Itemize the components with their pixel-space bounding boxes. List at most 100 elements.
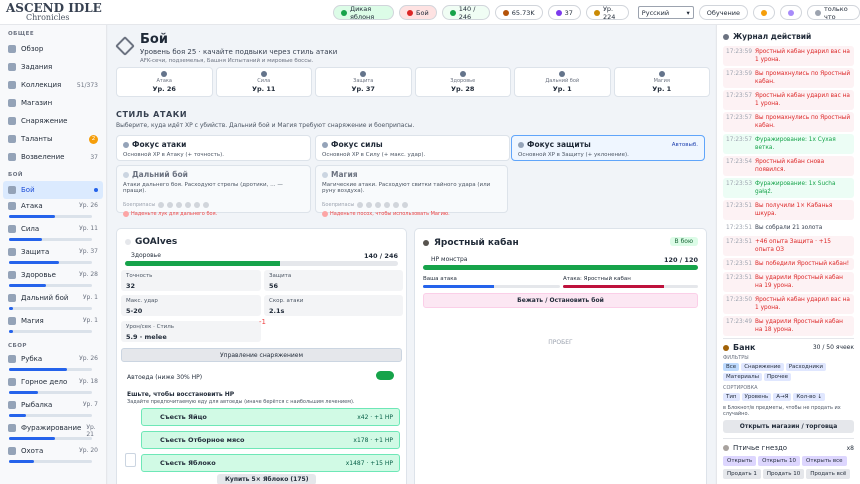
item-action[interactable]: Открыть <box>723 456 757 466</box>
nav-label: Защита <box>21 248 50 256</box>
stat-card[interactable]: Дальний бой Ур. 1 <box>514 67 611 97</box>
item-action[interactable]: Продать 1 <box>723 469 761 479</box>
nav-icon <box>8 447 16 455</box>
bank-slots: 30 / 50 ячеек <box>812 344 854 351</box>
nav-icon <box>8 117 16 125</box>
sidebar: ОБЩЕЕ Обзор Задания Коллекция 51/373 Магазин С… <box>0 25 107 484</box>
nav-item[interactable]: Коллекция 51/373 <box>0 76 106 94</box>
stat-value: 32 <box>126 282 136 290</box>
item-action[interactable]: Продать всё <box>806 469 851 479</box>
nav-item[interactable]: Охота Ур. 20 <box>0 444 106 467</box>
filter-chip[interactable]: Материалы <box>723 373 762 381</box>
main-content: Бой Уровень боя 25 · качайте подвыки чере… <box>108 25 715 484</box>
nav-item[interactable]: Сила Ур. 11 <box>0 222 106 245</box>
sort-chip[interactable]: Кол-во ↓ <box>793 393 826 401</box>
nav-item[interactable]: Возвеление 37 <box>0 148 106 166</box>
nav-item[interactable]: Здоровье Ур. 28 <box>0 268 106 291</box>
nav-item[interactable]: Фуражирование Ур. 21 <box>0 421 106 444</box>
item-action[interactable]: Открыть все <box>802 456 847 466</box>
stat-cell: Скор. атаки 2.1s <box>264 295 403 316</box>
stat-card[interactable]: Сила Ур. 11 <box>215 67 312 97</box>
filter-chip[interactable]: Прочее <box>764 373 792 381</box>
status-pill[interactable]: 65.73K <box>494 5 543 20</box>
sort-chip[interactable]: А→Я <box>773 393 792 401</box>
flee-button[interactable]: Бежать / Остановить бой <box>423 293 698 308</box>
nav-item[interactable]: Бой <box>3 181 103 199</box>
style-desc: Основной XP в Атаку (+ точность). <box>123 152 224 158</box>
item-action[interactable]: Продать 10 <box>762 469 805 479</box>
icon <box>123 211 129 217</box>
style-card[interactable]: Фокус силы Основной XP в Силу (+ макс. уд… <box>315 135 510 161</box>
icon-button[interactable] <box>753 5 776 20</box>
style-card[interactable]: Дальний бой Атаки дальнего боя. Расходуют… <box>116 165 311 217</box>
progress-track <box>9 307 92 310</box>
nav-icon <box>8 355 16 363</box>
log-entry: 17:23:57 Фуражирование: 1x Сухая ветка. <box>723 134 854 154</box>
filter-chip[interactable]: Все <box>723 363 740 371</box>
nav-icon <box>8 45 16 53</box>
status-pill[interactable]: Дикая яблоня <box>333 5 395 21</box>
style-card[interactable]: Фокус защиты Автовыб. Основной XP в Защиту… <box>511 135 705 161</box>
status-pill[interactable]: 140 / 246 <box>441 5 490 21</box>
pill-label: 37 <box>564 8 573 17</box>
stat-card[interactable]: Защита Ур. 37 <box>315 67 412 97</box>
style-card[interactable]: Магия Магические атаки. Расходуют свитки … <box>315 165 508 217</box>
nav-item[interactable]: Защита Ур. 37 <box>0 245 106 268</box>
nav-item[interactable]: Горное дело Ур. 18 <box>0 375 106 398</box>
icon <box>357 202 364 208</box>
stat-card[interactable]: Атака Ур. 26 <box>116 67 213 97</box>
ammo-label: Боеприпасы <box>123 202 156 208</box>
status-pills: Дикая яблоня Бой 140 / 246 65.73K 37 Ур. 224 Р… <box>333 5 860 21</box>
stat-card[interactable]: Здоровье Ур. 28 <box>414 67 511 97</box>
bank-title: Банк <box>733 343 756 352</box>
nav-item[interactable]: Магия Ур. 1 <box>0 314 106 337</box>
style-card[interactable]: Фокус атаки Основной XP в Атаку (+ точнос… <box>116 135 311 161</box>
tutorial-button[interactable]: Обучение <box>698 5 749 20</box>
food-row[interactable]: Съесть Яйцо x42 · +1 HP <box>141 408 400 426</box>
sync-status[interactable]: только что <box>807 5 860 21</box>
sort-chips: Тип Уровень А→Я Кол-во ↓ <box>723 393 854 403</box>
item-action[interactable]: Открыть 10 <box>758 456 801 466</box>
icon <box>167 202 174 208</box>
nav-item[interactable]: Рубка Ур. 26 <box>0 352 106 375</box>
nav-item[interactable]: Дальний бой Ур. 1 <box>0 291 106 314</box>
icon <box>402 202 409 208</box>
nav-label: Рыбалка <box>21 401 53 409</box>
nav-item[interactable]: Снаряжение <box>0 112 106 130</box>
nav-item[interactable]: Обзор <box>0 40 106 58</box>
nav-item[interactable]: Задания <box>0 58 106 76</box>
filter-chip[interactable]: Расходники <box>785 363 826 371</box>
logo-title[interactable]: ASCEND IDLE <box>6 1 102 15</box>
style-name: Фокус защиты <box>527 140 591 149</box>
status-pill[interactable]: Ур. 224 <box>585 5 629 21</box>
nav-item[interactable]: Магазин <box>0 94 106 112</box>
log-entry: 17:23:51 Вы получили 1× Кабанья шкура. <box>723 200 854 220</box>
page-title: Бой <box>140 32 168 47</box>
status-pill[interactable]: 37 <box>547 5 581 20</box>
favorite-box[interactable] <box>125 453 136 467</box>
filter-chip[interactable]: Снаряжение <box>741 363 784 371</box>
food-row[interactable]: Съесть Яблоко x1487 · +15 HP <box>141 454 400 472</box>
nav-item[interactable]: Атака Ур. 26 <box>0 199 106 222</box>
nav-item[interactable]: Рыбалка Ур. 7 <box>0 398 106 421</box>
shop-button[interactable]: Открыть магазин / торговца <box>723 420 854 433</box>
language-select[interactable]: Русский ▾ <box>637 6 694 19</box>
stat-card[interactable]: Магия Ур. 1 <box>613 67 710 97</box>
status-pill[interactable]: Бой <box>399 5 437 20</box>
icon-button[interactable] <box>780 5 803 20</box>
style-name: Дальний бой <box>132 170 188 179</box>
ammo-warning: Наденьте лук для дальнего боя. <box>123 211 304 217</box>
food-label: Съесть Яблоко <box>160 459 216 467</box>
buy-button[interactable]: Купить 5× Яблоко (175) <box>217 474 317 484</box>
sort-chip[interactable]: Тип <box>723 393 740 401</box>
nav-icon <box>8 271 16 279</box>
nav-item[interactable]: Таланты 2 <box>0 130 106 148</box>
sort-chip[interactable]: Уровень <box>741 393 772 401</box>
food-row[interactable]: Съесть Отборное мясо x178 · +1 HP <box>141 431 400 449</box>
progress-fill <box>9 261 59 264</box>
icon <box>459 71 466 77</box>
autoeat-toggle[interactable] <box>376 371 394 380</box>
gear-button[interactable]: Управление снаряжением <box>121 348 402 362</box>
page-note: AFK-сечи, подземелья, Башня Испытаний и … <box>140 58 314 64</box>
